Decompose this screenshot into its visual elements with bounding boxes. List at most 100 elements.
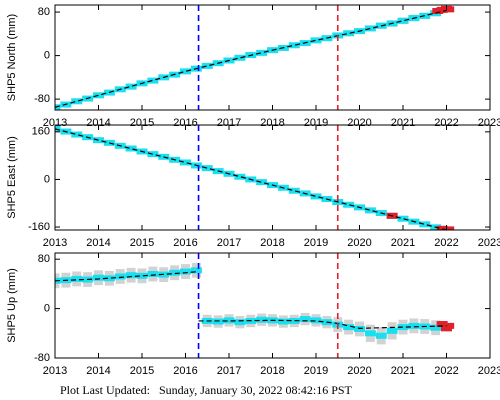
point: [288, 317, 300, 324]
y-axis-label: SHP5 Up (mm): [6, 268, 18, 343]
x-tick-label: 2020: [347, 365, 371, 377]
point: [288, 42, 300, 49]
point: [125, 83, 137, 90]
y-tick-label: 160: [32, 126, 50, 138]
frame: [54, 252, 491, 359]
footer: Plot Last Updated: Sunday, January 30, 2…: [60, 383, 353, 397]
point: [397, 215, 409, 222]
point: [180, 159, 191, 166]
point: [364, 25, 376, 32]
x-tick-label: 2018: [260, 237, 284, 249]
point: [343, 201, 355, 208]
point: [408, 322, 420, 329]
x-tick-label: 2019: [304, 237, 328, 249]
point: [443, 226, 455, 230]
point: [256, 179, 268, 186]
y-axis-label: SHP5 North (mm): [6, 14, 18, 101]
x-tick-label: 2022: [434, 117, 458, 129]
x-tick-label: 2013: [43, 117, 67, 129]
x-tick-label: 2016: [173, 365, 197, 377]
x-tick-label: 2015: [130, 237, 154, 249]
point: [180, 268, 191, 275]
point: [310, 193, 322, 200]
x-tick-label: 2022: [434, 237, 458, 249]
point: [212, 318, 224, 325]
plot-area: [55, 125, 455, 230]
point: [71, 98, 83, 105]
trend-line: [198, 319, 447, 329]
y-tick-label: -80: [34, 352, 50, 364]
point: [277, 318, 289, 325]
frame: [54, 4, 491, 111]
point: [288, 187, 300, 194]
point: [419, 221, 431, 228]
x-tick-label: 2015: [130, 117, 154, 129]
point: [397, 324, 409, 331]
plot-area: [55, 5, 455, 110]
y-tick-label: -80: [34, 93, 50, 105]
point: [364, 207, 376, 214]
point: [354, 325, 365, 332]
trend-line: [55, 9, 447, 108]
point: [375, 332, 387, 339]
point: [436, 321, 448, 328]
point: [397, 17, 409, 24]
y-tick-label: 80: [38, 6, 50, 18]
point: [299, 316, 311, 323]
point: [201, 62, 213, 69]
point: [430, 324, 442, 331]
point: [343, 324, 355, 331]
point: [125, 272, 137, 279]
y-tick-label: 0: [44, 173, 50, 185]
x-tick-label: 2022: [434, 365, 458, 377]
point: [343, 30, 355, 37]
y-axis-label: SHP5 East (mm): [6, 136, 18, 219]
point: [103, 275, 115, 282]
y-tick-label: 80: [38, 253, 50, 265]
point: [386, 327, 398, 334]
y-tick-label: -160: [28, 221, 50, 233]
x-tick-label: 2018: [260, 365, 284, 377]
point: [234, 54, 246, 61]
x-tick-label: 2021: [391, 365, 415, 377]
point: [169, 269, 181, 276]
x-tick-label: 2019: [304, 117, 328, 129]
x-tick-label: 2017: [217, 365, 241, 377]
x-tick-label: 2021: [391, 117, 415, 129]
x-tick-label: 2023: [478, 365, 500, 377]
x-tick-label: 2021: [391, 237, 415, 249]
point: [310, 37, 322, 44]
x-tick-label: 2014: [86, 237, 110, 249]
point: [93, 274, 104, 281]
x-tick-label: 2016: [173, 117, 197, 129]
x-tick-label: 2016: [173, 237, 197, 249]
x-tick-label: 2014: [86, 117, 110, 129]
x-tick-label: 2015: [130, 365, 154, 377]
point: [136, 272, 148, 279]
point: [71, 275, 83, 282]
x-tick-label: 2017: [217, 117, 241, 129]
point: [256, 316, 268, 323]
point: [223, 317, 235, 324]
point: [443, 6, 455, 13]
x-tick-label: 2017: [217, 237, 241, 249]
point: [180, 68, 191, 75]
frame: [54, 124, 491, 231]
y-tick-label: 0: [44, 302, 50, 314]
point: [125, 145, 137, 152]
point: [234, 173, 246, 180]
x-tick-label: 2020: [347, 117, 371, 129]
point: [93, 92, 104, 99]
point: [71, 131, 83, 138]
point: [443, 322, 455, 329]
point: [147, 151, 159, 158]
point: [147, 271, 159, 277]
x-tick-label: 2020: [347, 237, 371, 249]
point: [364, 330, 376, 337]
point: [310, 317, 322, 324]
point: [55, 125, 61, 132]
y-tick-label: 0: [44, 50, 50, 62]
point: [234, 319, 246, 326]
x-tick-label: 2023: [478, 117, 500, 129]
